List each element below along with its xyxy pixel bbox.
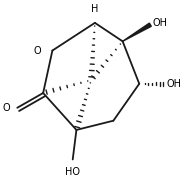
Polygon shape: [123, 23, 151, 41]
Text: O: O: [2, 103, 10, 113]
Text: HO: HO: [65, 167, 80, 177]
Text: H: H: [91, 4, 99, 14]
Text: OH: OH: [167, 79, 182, 89]
Text: O: O: [34, 46, 41, 56]
Text: OH: OH: [152, 18, 167, 28]
